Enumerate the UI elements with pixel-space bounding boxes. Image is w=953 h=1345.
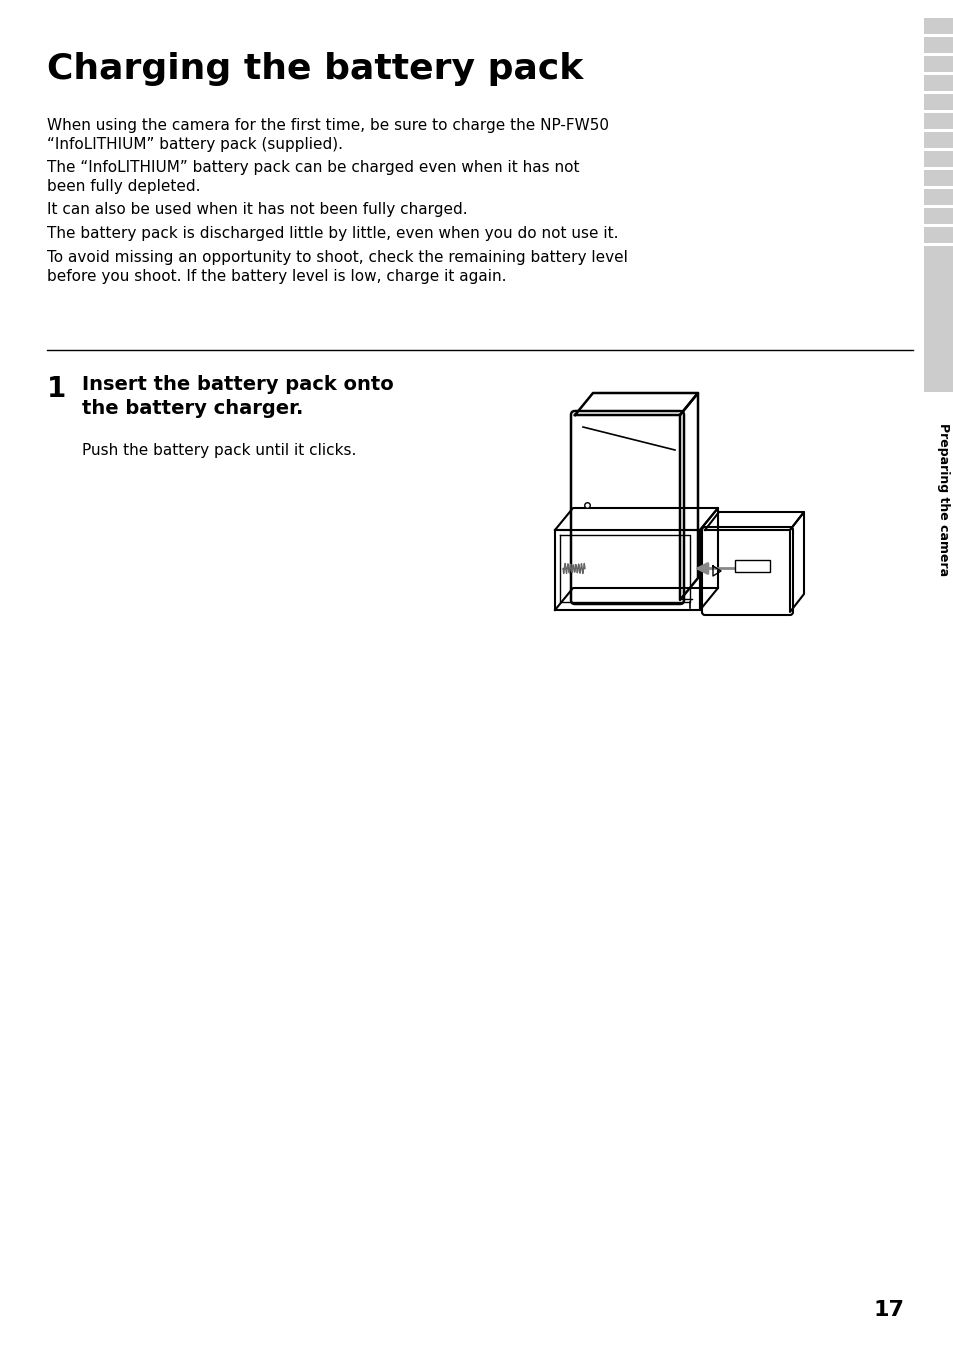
Bar <box>923 169 953 186</box>
Text: 1: 1 <box>47 375 66 404</box>
Text: Preparing the camera: Preparing the camera <box>937 424 949 577</box>
Bar <box>923 56 953 73</box>
Bar <box>923 190 953 204</box>
Bar <box>923 284 953 300</box>
Bar <box>555 530 700 611</box>
Bar <box>923 17 953 34</box>
Bar <box>923 151 953 167</box>
Text: Push the battery pack until it clicks.: Push the battery pack until it clicks. <box>82 443 356 459</box>
Bar <box>923 265 953 281</box>
Text: Charging the battery pack: Charging the battery pack <box>47 52 582 86</box>
Bar <box>923 246 953 262</box>
Bar <box>923 75 953 91</box>
Text: 17: 17 <box>873 1301 904 1319</box>
Bar <box>923 303 953 319</box>
Bar <box>923 132 953 148</box>
Bar <box>923 94 953 110</box>
Bar <box>923 38 953 52</box>
Text: The “InfoLITHIUM” battery pack can be charged even when it has not
been fully de: The “InfoLITHIUM” battery pack can be ch… <box>47 160 578 194</box>
Text: The battery pack is discharged little by little, even when you do not use it.: The battery pack is discharged little by… <box>47 226 618 241</box>
Bar <box>923 227 953 243</box>
Text: It can also be used when it has not been fully charged.: It can also be used when it has not been… <box>47 202 467 217</box>
Text: When using the camera for the first time, be sure to charge the NP-FW50
“InfoLIT: When using the camera for the first time… <box>47 118 608 152</box>
Bar <box>923 208 953 225</box>
Text: To avoid missing an opportunity to shoot, check the remaining battery level
befo: To avoid missing an opportunity to shoot… <box>47 250 627 284</box>
Bar <box>923 262 953 391</box>
FancyBboxPatch shape <box>701 527 792 615</box>
Text: Insert the battery pack onto
the battery charger.: Insert the battery pack onto the battery… <box>82 375 394 418</box>
Bar <box>923 113 953 129</box>
Bar <box>734 560 769 572</box>
FancyBboxPatch shape <box>571 412 683 604</box>
